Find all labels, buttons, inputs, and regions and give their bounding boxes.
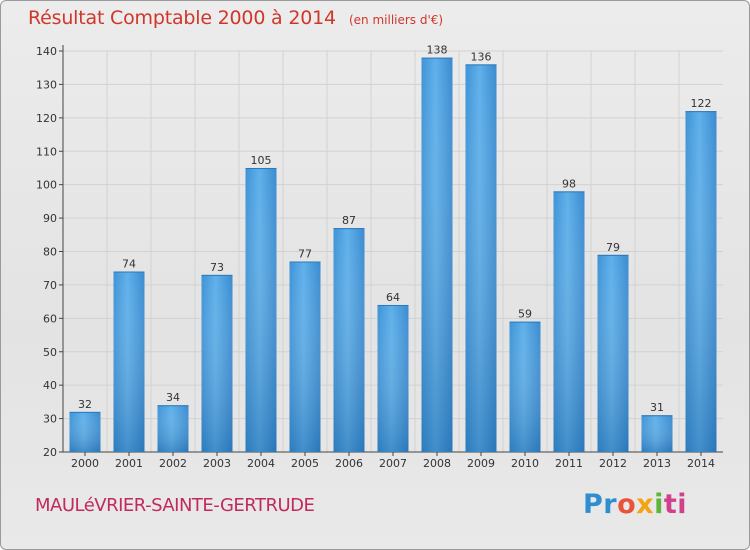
y-tick-label: 60 [43,312,57,325]
data-label: 59 [518,308,532,321]
x-tick-label: 2014 [687,457,715,470]
data-label: 74 [122,258,136,271]
data-label: 138 [427,44,448,57]
logo-part-4: i [654,489,664,520]
x-tick-label: 2001 [115,457,143,470]
y-tick-label: 130 [36,78,57,91]
y-tick-label: 120 [36,112,57,125]
y-tick-label: 20 [43,446,57,459]
chart-title-block: Résultat Comptable 2000 à 2014 (en milli… [28,7,443,29]
bar-shade [201,274,233,452]
data-label: 64 [386,291,400,304]
bar-shade [421,57,453,452]
data-label: 136 [471,50,492,63]
bar-shade [333,228,365,452]
y-tick-label: 40 [43,379,57,392]
x-tick-label: 2000 [71,457,99,470]
y-tick-label: 90 [43,212,57,225]
y-tick-label: 70 [43,279,57,292]
x-tick-label: 2002 [159,457,187,470]
data-label: 32 [78,398,92,411]
x-tick-label: 2013 [643,457,671,470]
y-tick-label: 50 [43,346,57,359]
data-label: 122 [691,97,712,110]
x-tick-label: 2005 [291,457,319,470]
logo-part-1: Pr [583,489,618,520]
logo-part-3: x [636,489,655,520]
logo-part-5: ti [663,489,688,520]
bar-shade [377,304,409,452]
bar-shade [157,405,189,452]
x-tick-label: 2006 [335,457,363,470]
x-tick-label: 2009 [467,457,495,470]
x-tick-label: 2007 [379,457,407,470]
bar-shade [553,191,585,452]
data-label: 31 [650,401,664,414]
bar-shade [685,111,717,453]
chart-title: Résultat Comptable 2000 à 2014 [28,7,336,29]
bar-shade [509,321,541,452]
y-tick-label: 30 [43,413,57,426]
bar-shade [641,415,673,452]
proxiti-logo: Proxiti [583,489,687,520]
data-label: 87 [342,214,356,227]
commune-name: MAULéVRIER-SAINTE-GERTRUDE [35,495,315,516]
data-label: 98 [562,177,576,190]
bar-shade [69,411,101,452]
data-label: 73 [210,261,224,274]
y-tick-label: 100 [36,179,57,192]
bar-shade [289,261,321,452]
y-tick-label: 140 [36,45,57,58]
x-tick-label: 2012 [599,457,627,470]
y-tick-label: 110 [36,145,57,158]
y-tick-label: 80 [43,246,57,259]
x-tick-label: 2010 [511,457,539,470]
bar-shade [597,254,629,452]
bar-shade [245,167,277,453]
logo-part-2: o [617,489,637,520]
chart-subtitle: (en milliers d'€) [348,13,444,27]
x-tick-label: 2004 [247,457,275,470]
data-label: 34 [166,391,180,404]
x-tick-label: 2011 [555,457,583,470]
x-tick-label: 2003 [203,457,231,470]
bar-shade [465,64,497,452]
x-tick-label: 2008 [423,457,451,470]
data-label: 77 [298,248,312,261]
data-label: 79 [606,241,620,254]
bar-shade [113,271,145,452]
data-label: 105 [251,154,272,167]
